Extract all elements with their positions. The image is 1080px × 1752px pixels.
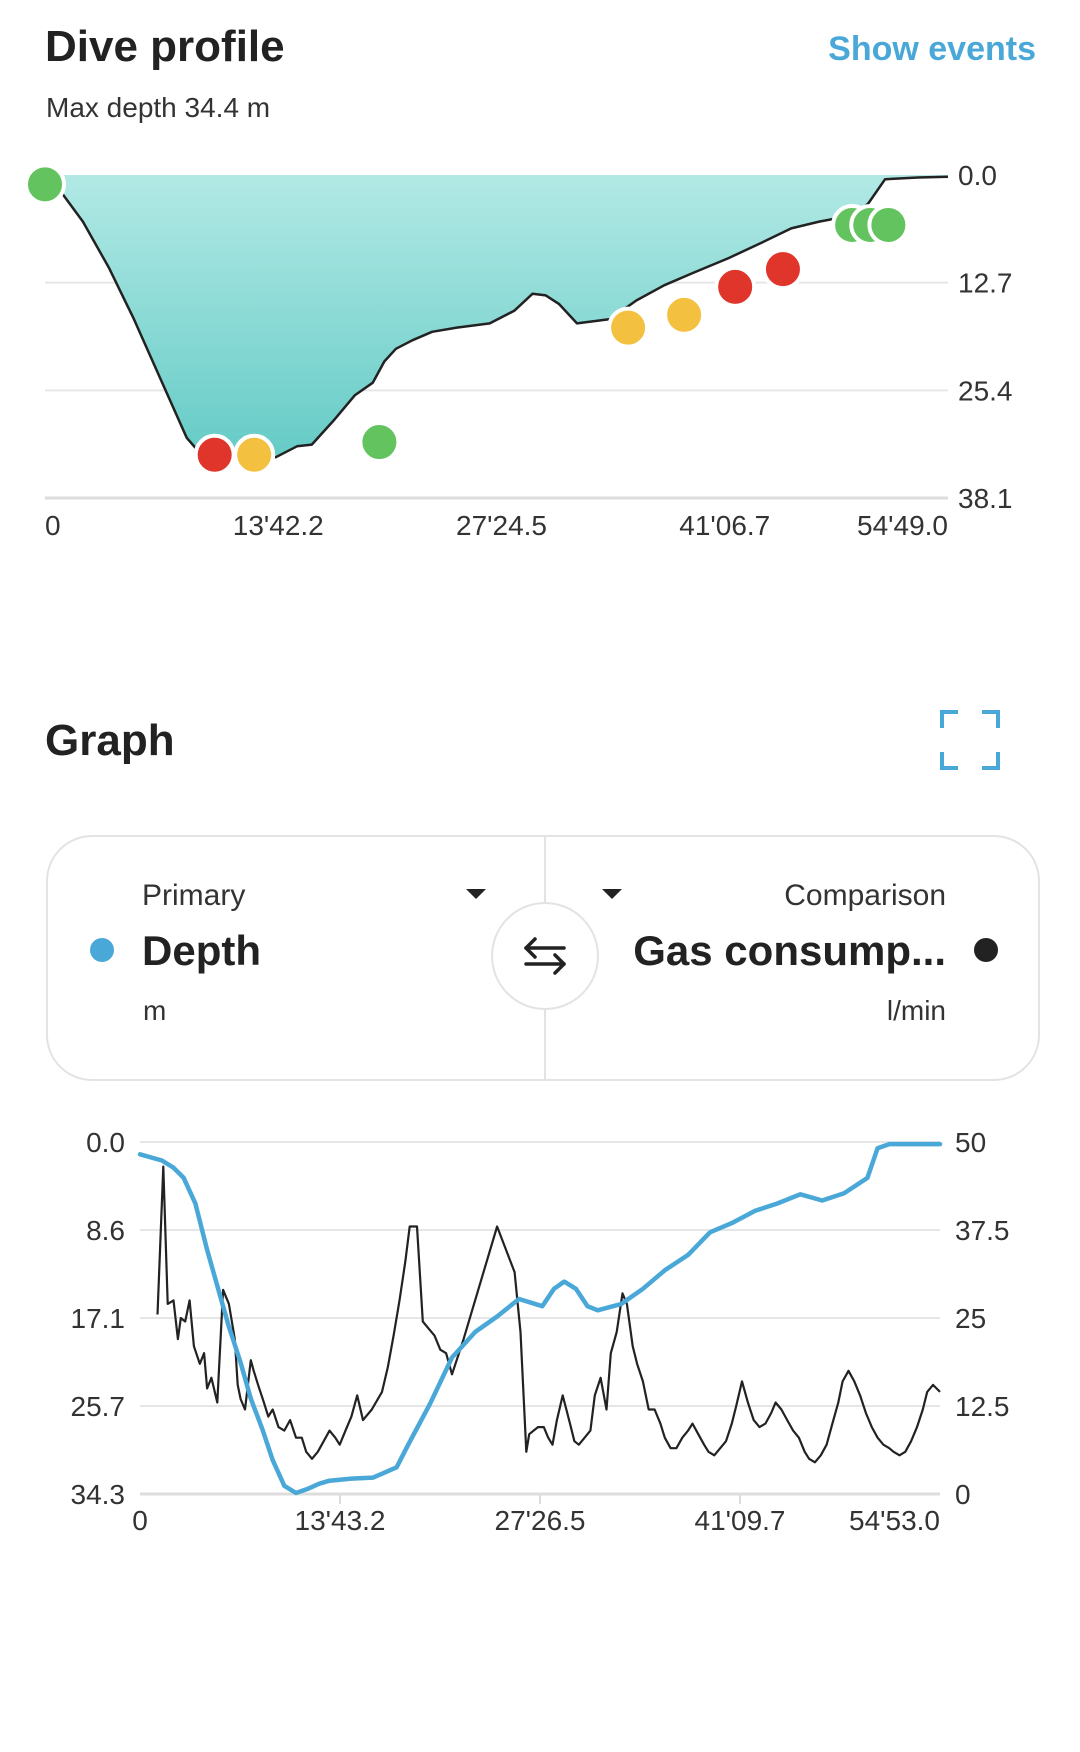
- primary-value: Depth: [142, 927, 261, 974]
- show-events-button[interactable]: Show events: [828, 30, 1036, 68]
- graph-right-y-tick-label: 37.5: [955, 1215, 1010, 1246]
- event-marker-red[interactable]: [714, 265, 757, 308]
- comparison-graph-chart: 0.0 8.6 17.1 25.7 34.3 50 37.5 25 12.5 0 0 13'43.…: [71, 1127, 1010, 1536]
- event-marker-green[interactable]: [867, 204, 910, 247]
- fullscreen-icon[interactable]: [940, 710, 1000, 770]
- profile-y-tick-label: 38.1: [958, 483, 1013, 514]
- event-marker-green[interactable]: [358, 421, 401, 464]
- graph-right-y-tick-label: 12.5: [955, 1391, 1010, 1422]
- event-marker-green[interactable]: [24, 163, 66, 206]
- graph-left-y-tick-label: 0.0: [86, 1127, 125, 1158]
- depth-line: [137, 1141, 943, 1496]
- depth-area: [45, 175, 948, 459]
- comparison-unit: l/min: [886, 995, 946, 1026]
- profile-y-tick-label: 0.0: [958, 160, 997, 191]
- event-marker-red[interactable]: [193, 433, 236, 476]
- graph-x-tick-label: 0: [132, 1505, 148, 1536]
- comparison-series-dot-icon: [974, 938, 998, 962]
- graph-title: Graph: [45, 716, 175, 765]
- primary-label: Primary: [142, 879, 246, 912]
- event-marker-yellow[interactable]: [663, 293, 706, 336]
- max-depth-subtitle: Max depth 34.4 m: [46, 92, 271, 123]
- graph-right-y-tick-label: 0: [955, 1479, 971, 1510]
- profile-y-tick-label: 12.7: [958, 268, 1013, 299]
- graph-right-y-tick-label: 50: [955, 1127, 986, 1158]
- event-marker-yellow[interactable]: [607, 306, 650, 349]
- profile-x-tick-label: 27'24.5: [456, 510, 547, 541]
- graph-selector-card: Primary Depth m Comparison Gas consump..…: [46, 835, 1040, 1081]
- graph-left-y-tick-label: 17.1: [71, 1303, 126, 1334]
- profile-x-tick-label: 41'06.7: [679, 510, 770, 541]
- dive-profile-title: Dive profile: [45, 22, 285, 71]
- primary-dropdown-icon: [466, 889, 486, 899]
- event-marker-yellow[interactable]: [233, 433, 276, 476]
- swap-arrows-icon: [524, 937, 566, 975]
- profile-x-tick-label: 13'42.2: [233, 510, 324, 541]
- profile-y-tick-label: 25.4: [958, 375, 1013, 406]
- comparison-label: Comparison: [784, 879, 946, 912]
- profile-x-tick-label: 54'49.0: [857, 510, 948, 541]
- graph-x-tick-label: 41'09.7: [695, 1505, 786, 1536]
- gas-consumption-line: [156, 1165, 941, 1464]
- primary-series-dot-icon: [90, 938, 114, 962]
- comparison-dropdown-icon: [602, 889, 622, 899]
- primary-selector[interactable]: Primary Depth m: [48, 837, 544, 1079]
- comparison-selector[interactable]: Comparison Gas consump... l/min: [546, 837, 1040, 1079]
- graph-left-y-tick-label: 8.6: [86, 1215, 125, 1246]
- graph-left-y-tick-label: 34.3: [71, 1479, 126, 1510]
- event-marker-red[interactable]: [761, 248, 804, 291]
- comparison-value: Gas consump...: [633, 927, 946, 974]
- graph-x-tick-label: 13'43.2: [295, 1505, 386, 1536]
- dive-profile-chart: 0.0 12.7 25.4 38.1 0 13'42.2 27'24.5 41'06.7 54…: [24, 160, 1013, 541]
- swap-button[interactable]: [491, 902, 599, 1010]
- graph-x-tick-label: 54'53.0: [849, 1505, 940, 1536]
- graph-right-y-tick-label: 25: [955, 1303, 986, 1334]
- primary-unit: m: [143, 995, 167, 1026]
- profile-x-tick-label: 0: [45, 510, 61, 541]
- graph-left-y-tick-label: 25.7: [71, 1391, 126, 1422]
- graph-x-tick-label: 27'26.5: [495, 1505, 586, 1536]
